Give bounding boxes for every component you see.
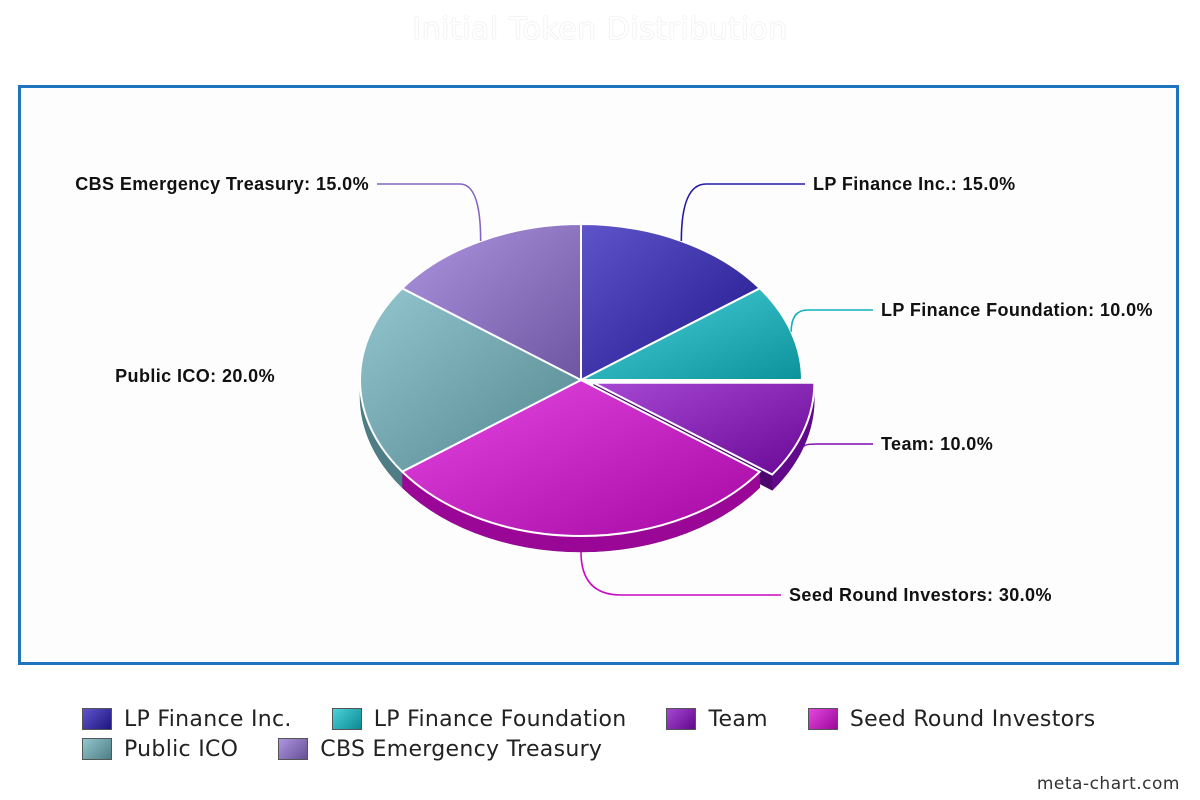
- data-label-lp-finance-foundation: LP Finance Foundation: 10.0%: [881, 300, 1153, 320]
- legend-swatch: [331, 708, 362, 730]
- legend-label: Seed Round Investors: [849, 706, 1096, 732]
- pie-slice-cbs-emergency-treasury[interactable]: [400, 222, 582, 382]
- data-label-cbs-emergency-treasury: CBS Emergency Treasury: 15.0%: [75, 174, 369, 194]
- legend-item-seed-round-investors[interactable]: Seed Round Investors: [807, 705, 1096, 733]
- legend: LP Finance Inc. LP Finance Foundation Team…: [82, 705, 1162, 763]
- legend-swatch: [666, 708, 697, 730]
- legend-item-lp-finance-inc[interactable]: LP Finance Inc.: [82, 705, 292, 733]
- legend-item-cbs-emergency-treasury[interactable]: CBS Emergency Treasury: [278, 735, 602, 763]
- legend-label: Team: [708, 706, 768, 732]
- plot-area: LP Finance Inc.: 15.0% LP Finance Foundat…: [18, 85, 1179, 665]
- legend-swatch: [82, 708, 112, 730]
- pie-slices: [359, 222, 816, 537]
- leader-line-lp-finance-foundation: [790, 309, 873, 332]
- leader-line-seed-round-investors: [580, 551, 781, 596]
- legend-swatch: [82, 738, 112, 760]
- leader-line-lp-finance-inc: [680, 183, 805, 242]
- legend-label: Public ICO: [124, 736, 239, 762]
- legend-label: LP Finance Inc.: [124, 706, 292, 732]
- legend-item-public-ico[interactable]: Public ICO: [82, 735, 238, 763]
- leader-line-cbs-emergency-treasury: [377, 183, 482, 242]
- legend-label: CBS Emergency Treasury: [320, 736, 603, 762]
- pie-slice-public-ico[interactable]: [359, 287, 584, 473]
- watermark-credit: meta-chart.com: [1036, 774, 1180, 794]
- legend-item-lp-finance-foundation[interactable]: LP Finance Foundation: [331, 705, 627, 733]
- leader-line-team: [802, 443, 873, 448]
- pie-slice-lp-finance-inc[interactable]: [580, 222, 762, 382]
- data-labels: LP Finance Inc.: 15.0% LP Finance Foundat…: [75, 174, 1153, 605]
- legend-item-team[interactable]: Team: [666, 705, 768, 733]
- legend-label: LP Finance Foundation: [373, 706, 627, 732]
- data-label-seed-round-investors: Seed Round Investors: 30.0%: [789, 585, 1052, 605]
- legend-swatch: [278, 738, 309, 760]
- data-label-team: Team: 10.0%: [881, 434, 993, 454]
- data-label-public-ico: Public ICO: 20.0%: [115, 366, 275, 386]
- pie-chart: LP Finance Inc.: 15.0% LP Finance Foundat…: [75, 174, 1153, 605]
- pie-slice-seed-round-investors[interactable]: [400, 378, 762, 537]
- legend-swatch: [807, 708, 838, 730]
- pie-slice-team[interactable]: [592, 381, 816, 476]
- data-label-lp-finance-inc: LP Finance Inc.: 15.0%: [813, 174, 1016, 194]
- chart-title: Initial Token Distribution: [412, 12, 788, 47]
